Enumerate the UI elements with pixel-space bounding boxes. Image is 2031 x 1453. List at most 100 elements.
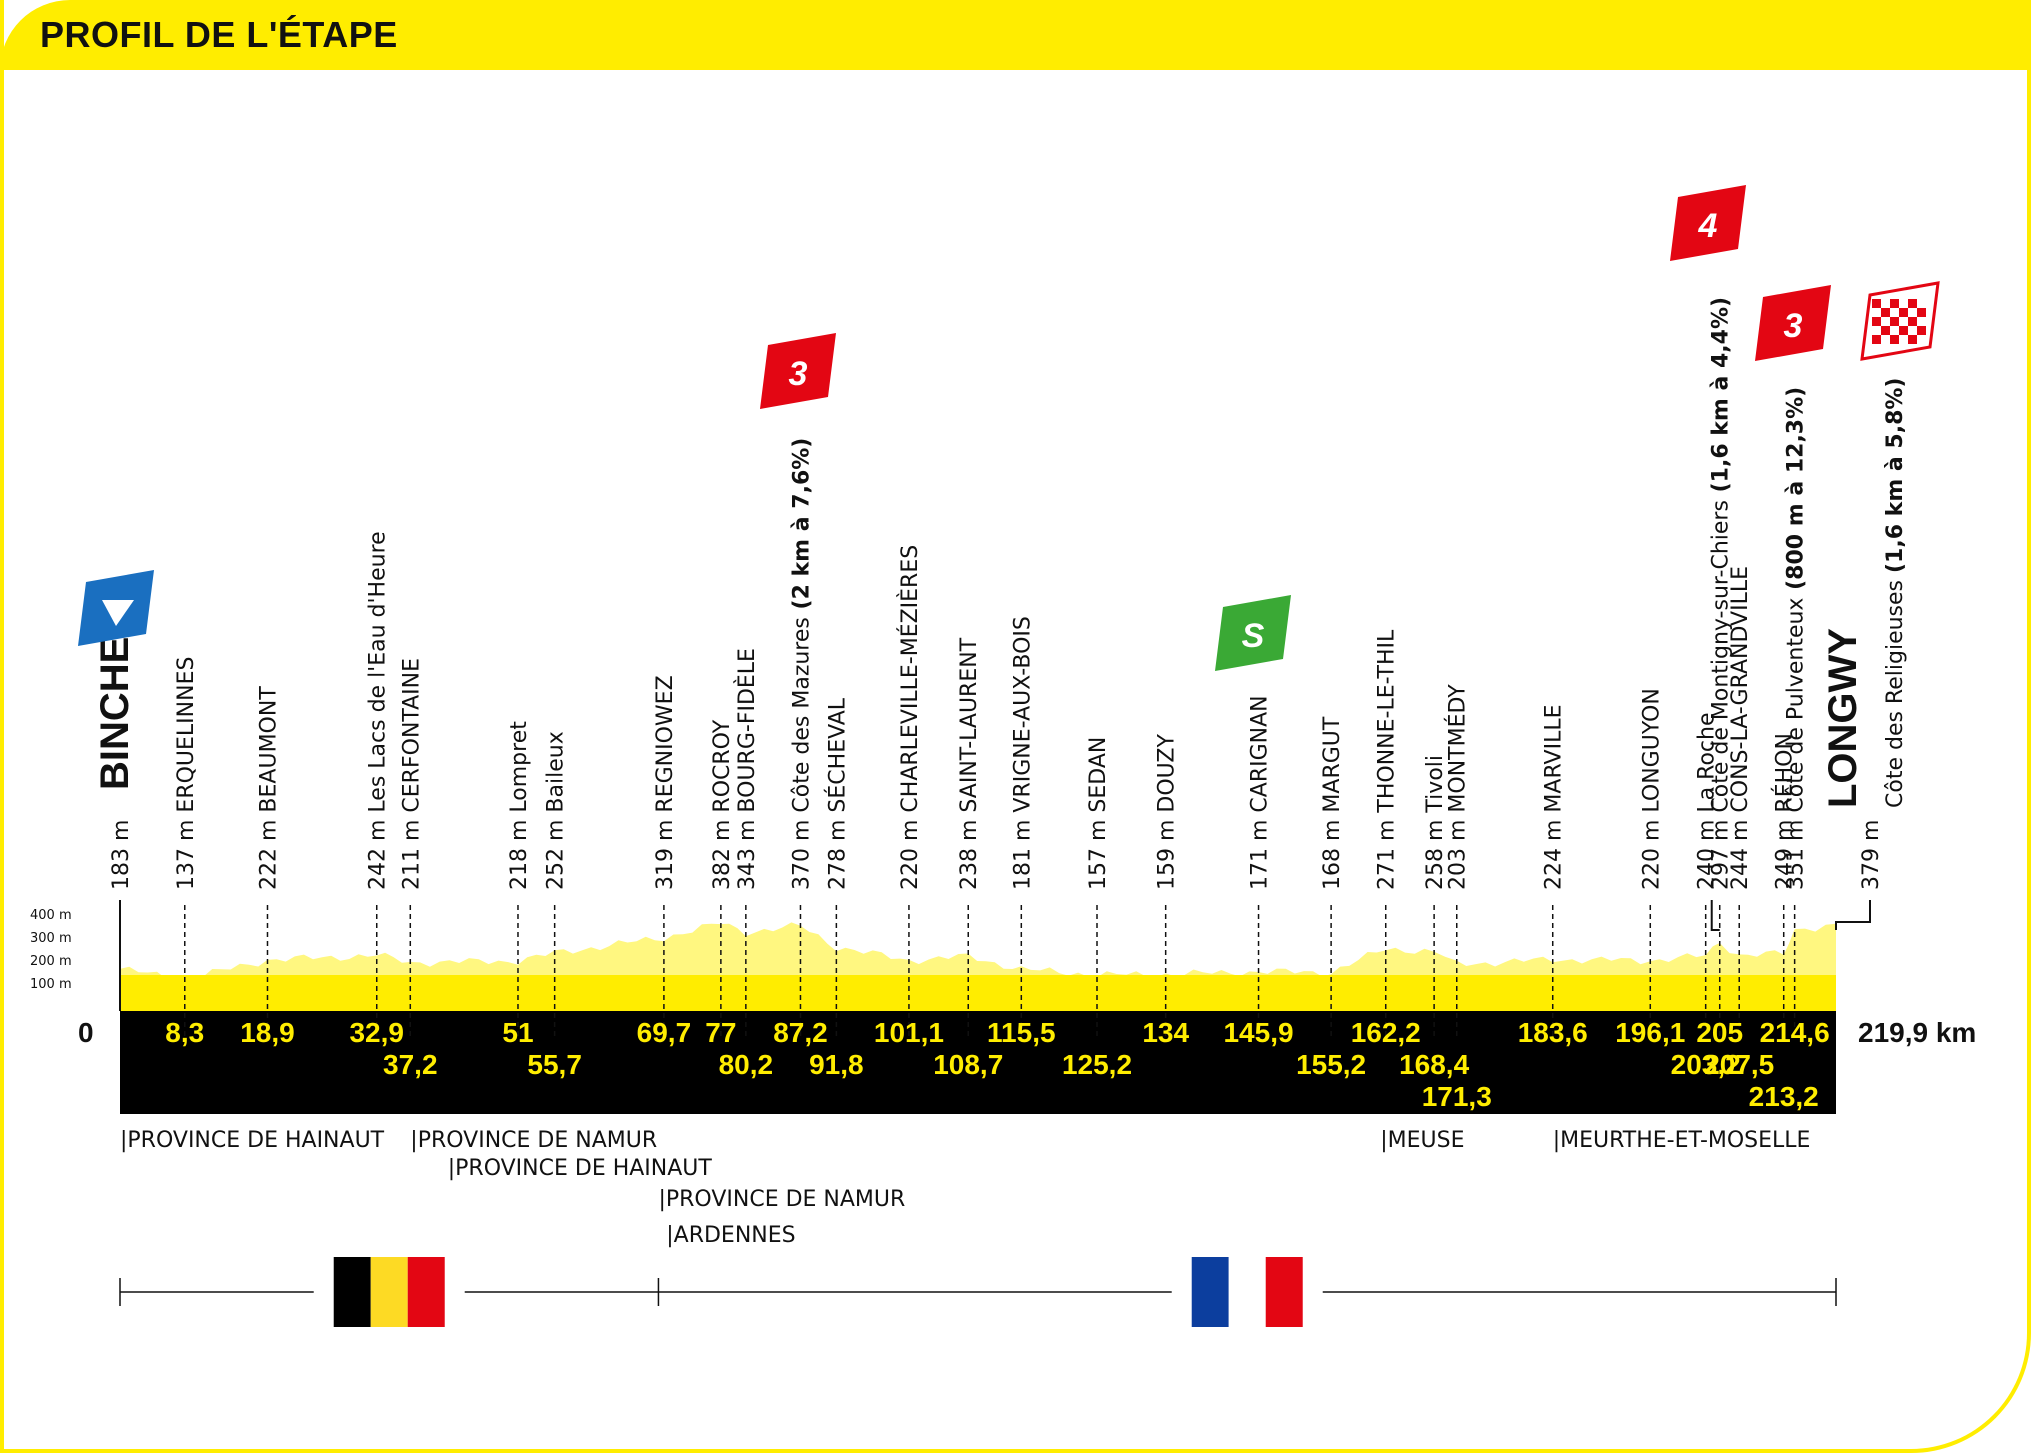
waypoint-name: Lompret	[507, 721, 532, 813]
waypoint-name: La Roche	[1695, 713, 1720, 813]
waypoint-altitude: 351 m	[1784, 813, 1809, 890]
waypoint-label: 157 m SEDAN	[1086, 737, 1111, 890]
waypoint-label: 211 m CERFONTAINE	[399, 658, 424, 890]
finish-climb-text: Côte des Religieuses (1,6 km à 5,8%)	[1883, 378, 1908, 808]
climb-badge-shape	[1670, 185, 1746, 261]
country-timeline	[119, 1257, 1837, 1327]
waypoint-label-text: 382 m ROCROY	[710, 719, 735, 890]
elevation-profile	[119, 900, 1871, 1114]
start-label: 183 m BINCHE	[93, 637, 137, 890]
waypoint-distance-label: 214,6	[1760, 1017, 1830, 1048]
altitude-axis: 400 m 300 m 200 m 100 m	[30, 908, 72, 992]
waypoint-altitude: 159 m	[1155, 813, 1180, 890]
waypoint-label: 297 m Côte de Montigny-sur-Chiers (1,6 k…	[1709, 297, 1734, 890]
checker-square	[1872, 299, 1881, 308]
waypoint-altitude: 181 m	[1010, 813, 1035, 890]
waypoint-label-text: 203 m MONTMÉDY	[1445, 684, 1471, 890]
waypoint-altitude: 249 m	[1773, 813, 1798, 890]
region-label: |PROVINCE DE HAINAUT	[120, 1128, 385, 1153]
waypoint-distance-label: 203,2	[1671, 1049, 1741, 1080]
sprint-badge-shape	[1215, 595, 1291, 671]
finish-climb-name: Côte des Religieuses	[1883, 573, 1908, 808]
waypoint-name: BEAUMONT	[256, 686, 281, 813]
sprint-badge: S	[1215, 595, 1291, 671]
sprint-badge-label: S	[1242, 617, 1265, 655]
waypoint-climb: (1,6 km à 4,4%)	[1709, 297, 1734, 500]
waypoint-label: 222 m BEAUMONT	[256, 686, 281, 890]
waypoint-altitude: 137 m	[174, 813, 199, 890]
y-tick-label: 100 m	[30, 977, 72, 992]
waypoint-distance-label: 155,2	[1296, 1049, 1366, 1080]
waypoint-altitude: 319 m	[653, 813, 678, 890]
waypoint-label: 351 m Côte de Pulventeux (800 m à 12,3%)	[1784, 387, 1809, 890]
waypoint-altitude: 240 m	[1695, 813, 1720, 890]
flag-stripe	[1191, 1257, 1229, 1327]
region-label: |PROVINCE DE NAMUR	[658, 1187, 905, 1212]
waypoint-distance-label: 80,2	[719, 1049, 774, 1080]
flag-stripe	[1228, 1257, 1266, 1327]
waypoint-label: 240 m La Roche	[1695, 713, 1720, 891]
waypoint-altitude: 211 m	[399, 813, 424, 890]
waypoint-altitude: 252 m	[544, 813, 569, 890]
start-distance-label: 0	[78, 1017, 94, 1048]
waypoint-label: 168 m MARGUT	[1320, 716, 1345, 890]
waypoint-distance-label: 115,5	[987, 1017, 1056, 1048]
waypoint-label-text: 252 m Baileux	[544, 731, 569, 890]
flag-stripe	[407, 1257, 445, 1327]
flag-stripe	[370, 1257, 408, 1327]
waypoint-label: 218 m Lompret	[507, 721, 532, 890]
start-city-name: BINCHE	[93, 637, 137, 790]
climb-badge-label: 3	[1784, 307, 1803, 345]
waypoint-label: 258 m Tivoli	[1423, 755, 1448, 890]
waypoint-altitude: 258 m	[1423, 813, 1448, 890]
climb-badge: 3	[760, 333, 836, 409]
waypoint-label-text: 168 m MARGUT	[1320, 716, 1345, 890]
waypoint-label-text: 271 m THONNE-LE-THIL	[1375, 629, 1400, 890]
waypoint-label: 278 m SÉCHEVAL	[824, 697, 850, 890]
waypoint-name: MARGUT	[1320, 716, 1345, 812]
waypoint-name: CHARLEVILLE-MÉZIÈRES	[897, 545, 923, 813]
finish-marker-line	[1835, 900, 1871, 930]
waypoint-distance-label: 183,6	[1518, 1017, 1588, 1048]
finish-climb-detail: (1,6 km à 5,8%)	[1883, 378, 1908, 573]
waypoint-label-text: 240 m La Roche	[1695, 713, 1720, 891]
waypoint-distance-label: 51	[502, 1017, 533, 1048]
waypoint-altitude: 297 m	[1709, 813, 1734, 890]
waypoint-altitude: 171 m	[1248, 813, 1273, 890]
waypoint-label: 220 m CHARLEVILLE-MÉZIÈRES	[897, 545, 923, 890]
waypoint-name: MONTMÉDY	[1445, 684, 1471, 813]
waypoint-distance-label: 162,2	[1351, 1017, 1421, 1048]
finish-city-name: LONGWY	[1821, 628, 1865, 808]
checker-square	[1881, 308, 1890, 317]
waypoint-distance-label: 91,8	[809, 1049, 864, 1080]
finish-label: 379 m	[1859, 820, 1884, 890]
start-altitude: 183 m	[109, 820, 134, 890]
waypoint-name: CARIGNAN	[1248, 695, 1273, 812]
waypoint-label: 203 m MONTMÉDY	[1445, 684, 1471, 890]
waypoint-altitude: 244 m	[1728, 813, 1753, 890]
waypoint-altitude: 278 m	[825, 813, 850, 890]
waypoint-name: RÉHON	[1772, 733, 1798, 813]
region-labels: |PROVINCE DE HAINAUT |PROVINCE DE NAMUR |P…	[120, 1128, 1810, 1248]
climb-badge-label: 3	[789, 355, 808, 393]
waypoint-label: 252 m Baileux	[544, 731, 569, 890]
climb-badge-label: 4	[1698, 207, 1718, 245]
waypoint-name: THONNE-LE-THIL	[1375, 629, 1400, 814]
waypoint-label-text: 238 m SAINT-LAURENT	[957, 637, 982, 890]
waypoint-name: SEDAN	[1086, 737, 1111, 813]
waypoint-altitude: 218 m	[507, 813, 532, 890]
climb-badge-shape	[760, 333, 836, 409]
waypoint-label-text: 159 m DOUZY	[1155, 734, 1180, 890]
page-title: PROFIL DE L'ÉTAPE	[40, 14, 398, 55]
climb-badge: 3	[1755, 285, 1831, 361]
waypoint-label-text: 218 m Lompret	[507, 721, 532, 890]
waypoint-label: 370 m Côte des Mazures (2 km à 7,6%)	[789, 438, 814, 890]
waypoint-label-text: 220 m LONGUYON	[1639, 688, 1664, 890]
waypoint-label-text: 319 m REGNIOWEZ	[653, 675, 678, 890]
checker-square	[1872, 317, 1881, 326]
play-icon	[102, 600, 134, 626]
flag-stripe	[333, 1257, 371, 1327]
checker-square	[1890, 335, 1899, 344]
finish-climb-group: Côte des Religieuses (1,6 km à 5,8%)	[1883, 378, 1908, 808]
